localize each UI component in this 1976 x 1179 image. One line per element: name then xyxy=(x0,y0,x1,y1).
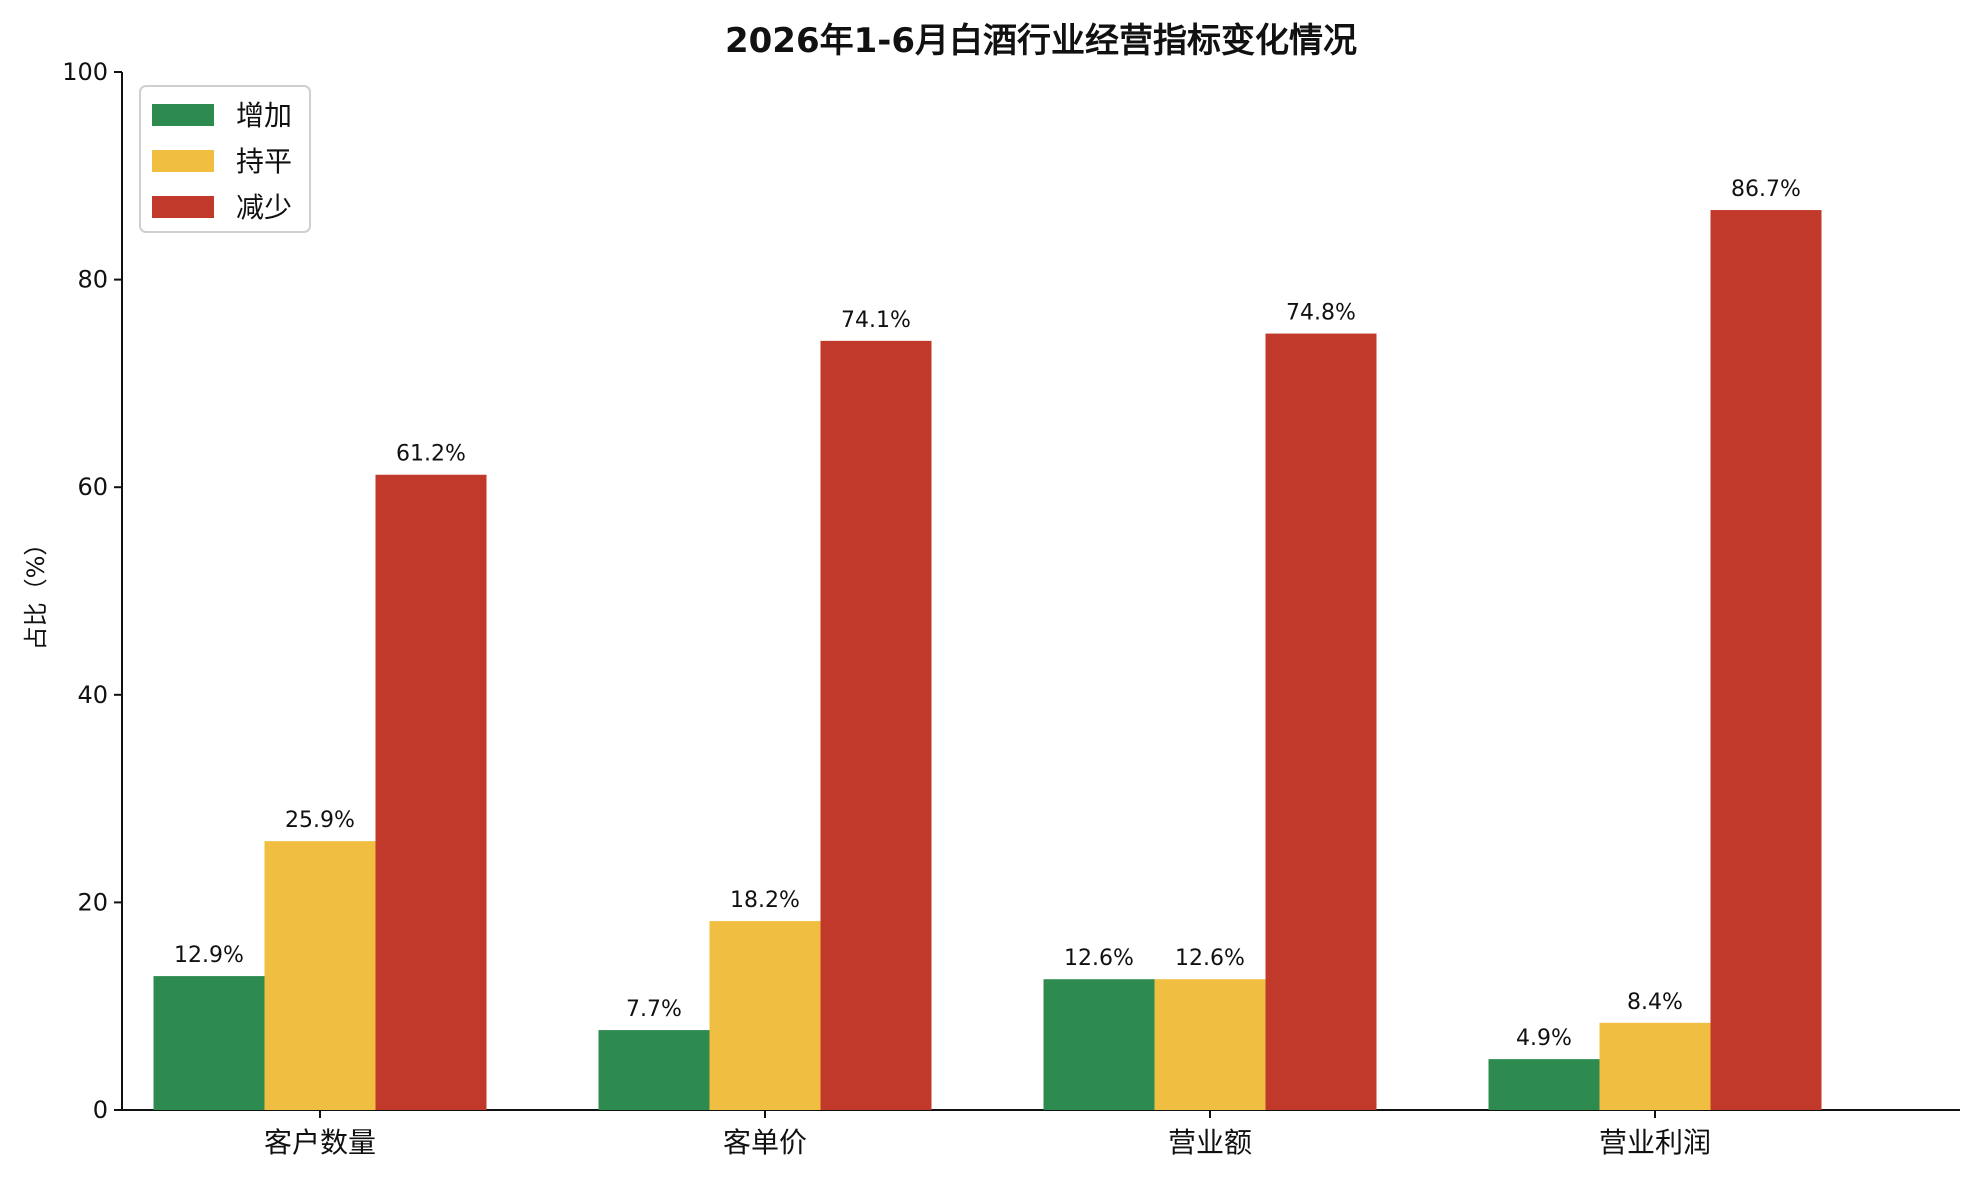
y-axis-title-group: 占比（%） xyxy=(22,532,50,651)
bar-3-2 xyxy=(1710,210,1822,1110)
x-category-label-3: 营业利润 xyxy=(1599,1126,1711,1159)
legend-label-2: 减少 xyxy=(236,191,292,224)
bar-2-1 xyxy=(1154,979,1266,1110)
y-tick-label-3: 60 xyxy=(77,473,108,501)
bar-1-1 xyxy=(709,921,821,1110)
bar-0-1 xyxy=(264,841,376,1110)
legend-swatch-0 xyxy=(152,104,214,126)
bar-1-0 xyxy=(598,1030,710,1110)
data-label-0-2: 61.2% xyxy=(396,442,466,467)
data-label-3-0: 4.9% xyxy=(1516,1026,1572,1051)
legend-label-0: 增加 xyxy=(236,99,292,132)
y-tick-label-0: 0 xyxy=(93,1096,108,1124)
data-label-2-1: 12.6% xyxy=(1175,946,1245,971)
chart-title: 2026年1-6月白酒行业经营指标变化情况 xyxy=(725,21,1357,61)
data-label-1-2: 74.1% xyxy=(841,308,911,333)
data-label-2-0: 12.6% xyxy=(1064,946,1134,971)
bar-0-0 xyxy=(153,976,265,1110)
legend-swatch-2 xyxy=(152,196,214,218)
data-label-3-2: 86.7% xyxy=(1731,177,1801,202)
data-label-2-2: 74.8% xyxy=(1286,301,1356,326)
bar-1-2 xyxy=(820,340,932,1110)
bars xyxy=(153,210,1822,1110)
category-labels: 客户数量 客单价 营业额 营业利润 xyxy=(264,1110,1711,1159)
data-labels: 12.9% 25.9% 61.2% 7.7% 18.2% 74.1% 12.6% 12.6% 7… xyxy=(174,177,1801,1051)
y-ticks: 0 20 40 60 80 100 xyxy=(62,58,122,1124)
data-label-0-0: 12.9% xyxy=(174,943,244,968)
data-label-1-1: 18.2% xyxy=(730,888,800,913)
legend-label-1: 持平 xyxy=(236,145,292,178)
data-label-1-0: 7.7% xyxy=(626,997,682,1022)
legend-swatch-1 xyxy=(152,150,214,172)
data-label-0-1: 25.9% xyxy=(285,808,355,833)
x-category-label-0: 客户数量 xyxy=(264,1126,376,1159)
bar-2-2 xyxy=(1265,333,1377,1110)
bar-2-0 xyxy=(1043,979,1155,1110)
y-tick-label-1: 20 xyxy=(77,888,108,916)
bar-3-0 xyxy=(1488,1059,1600,1110)
y-tick-label-5: 100 xyxy=(62,58,108,86)
bar-3-1 xyxy=(1599,1022,1711,1110)
y-axis-title: 占比（%） xyxy=(22,532,50,651)
data-label-3-1: 8.4% xyxy=(1627,990,1683,1015)
y-tick-label-2: 40 xyxy=(77,681,108,709)
x-category-label-2: 营业额 xyxy=(1168,1126,1252,1159)
y-tick-label-4: 80 xyxy=(77,266,108,294)
bar-0-2 xyxy=(375,474,487,1110)
x-category-label-1: 客单价 xyxy=(723,1126,807,1159)
